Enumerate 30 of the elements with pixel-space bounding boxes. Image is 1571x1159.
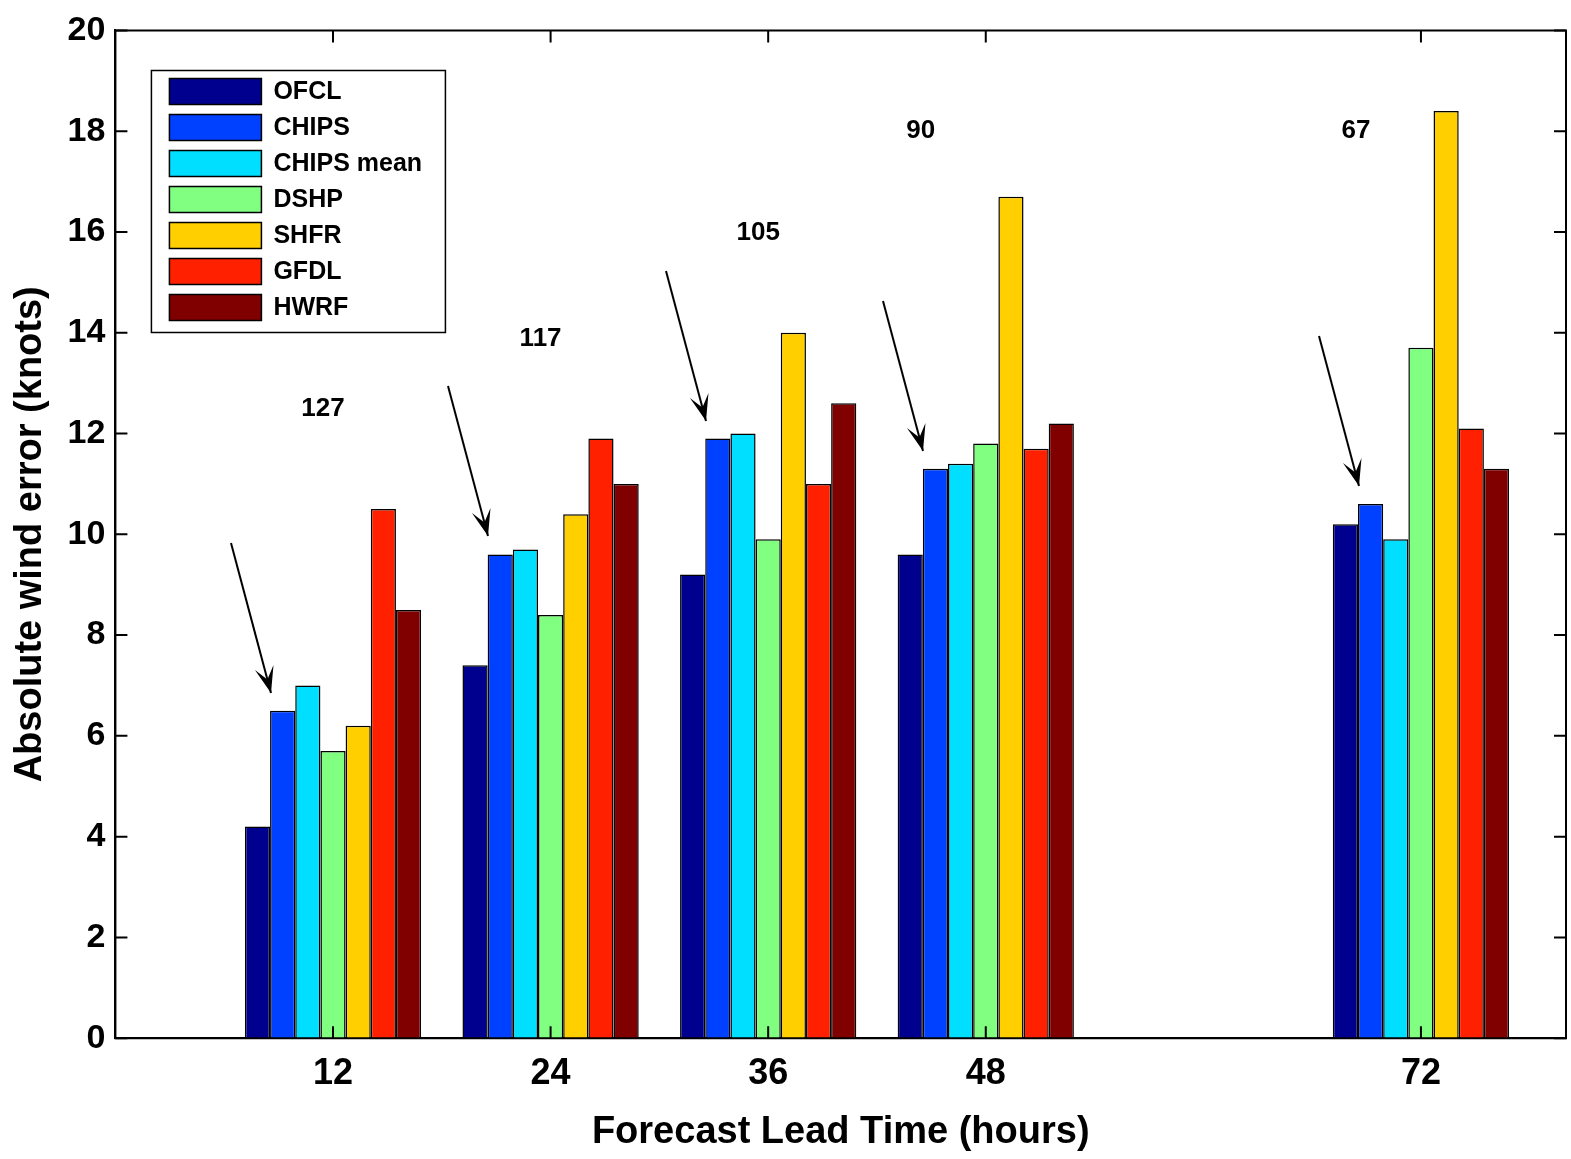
y-axis-title: Absolute wind error (knots) [7,286,50,783]
x-tick-label: 24 [530,1050,571,1092]
y-tick-label: 8 [86,613,106,652]
y-tick-label: 18 [67,109,106,148]
x-tick-label: 36 [748,1050,789,1092]
y-tick-label: 10 [67,512,106,551]
x-tick-label: 48 [965,1050,1006,1092]
legend-label: CHIPS mean [273,148,423,177]
x-tick-label: 12 [312,1050,354,1092]
legend-label: HWRF [273,292,349,321]
annotation: 127 [301,392,345,423]
y-tick-label: 16 [67,210,106,249]
legend-label: CHIPS [273,112,350,141]
y-tick-label: 6 [86,714,106,753]
annotation: 105 [736,215,780,246]
y-tick-label: 14 [67,311,106,350]
annotation: 67 [1341,113,1371,144]
y-tick-label: 0 [86,1016,106,1055]
legend-label: DSHP [273,184,343,213]
y-tick-label: 4 [86,815,106,854]
y-tick-label: 12 [67,411,106,450]
y-tick-label: 2 [86,915,106,954]
annotation: 90 [906,113,936,144]
x-tick-label: 72 [1400,1050,1441,1092]
x-axis-title: Forecast Lead Time (hours) [591,1108,1090,1151]
legend-label: GFDL [273,256,342,285]
legend-label: SHFR [273,220,342,249]
y-tick-label: 20 [67,8,106,47]
legend-label: OFCL [273,76,342,105]
annotation: 117 [519,321,562,352]
